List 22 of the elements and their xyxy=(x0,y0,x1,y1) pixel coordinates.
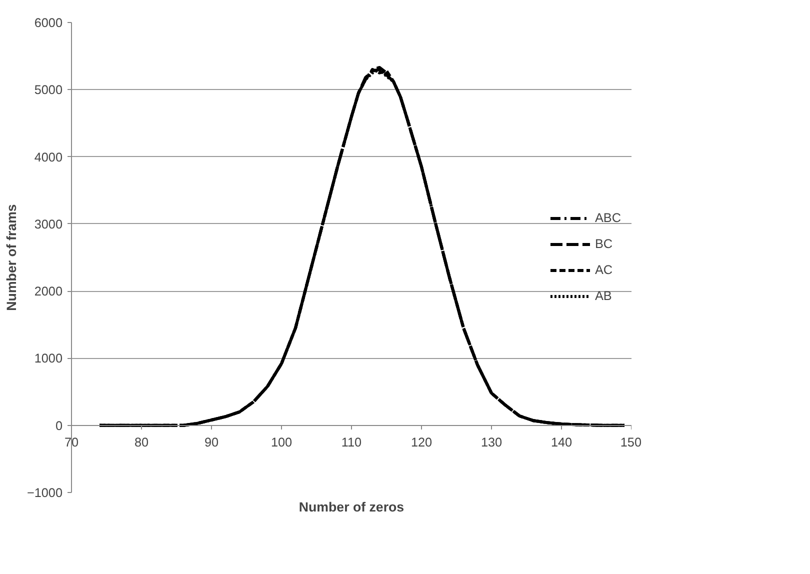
x-tick-label: 120 xyxy=(410,436,432,450)
y-tick-label: 1000 xyxy=(34,352,62,366)
x-tick-label: 100 xyxy=(270,436,292,450)
y-axis-title: Number of frams xyxy=(4,204,19,311)
x-tick-label: 80 xyxy=(134,436,149,450)
y-tick-label: 5000 xyxy=(34,83,62,98)
legend-label: AB xyxy=(594,289,613,303)
x-tick-label: 150 xyxy=(620,436,642,450)
x-axis-title: Number of zeros xyxy=(298,500,404,514)
y-tick-label: 4000 xyxy=(34,150,62,164)
legend-label: ABC xyxy=(594,211,621,225)
legend-label: AC xyxy=(594,263,614,277)
x-tick-label: 130 xyxy=(480,436,502,450)
x-tick-label: 90 xyxy=(204,436,219,450)
legend-label: BC xyxy=(594,237,614,251)
y-tick-label: 0 xyxy=(55,418,63,433)
y-tick-label: 6000 xyxy=(34,16,62,30)
y-tick-label: −1000 xyxy=(26,486,62,500)
y-tick-label: 3000 xyxy=(34,217,62,232)
x-tick-label: 140 xyxy=(550,436,572,450)
y-tick-label: 2000 xyxy=(34,284,62,299)
x-tick-label: 110 xyxy=(341,436,362,450)
